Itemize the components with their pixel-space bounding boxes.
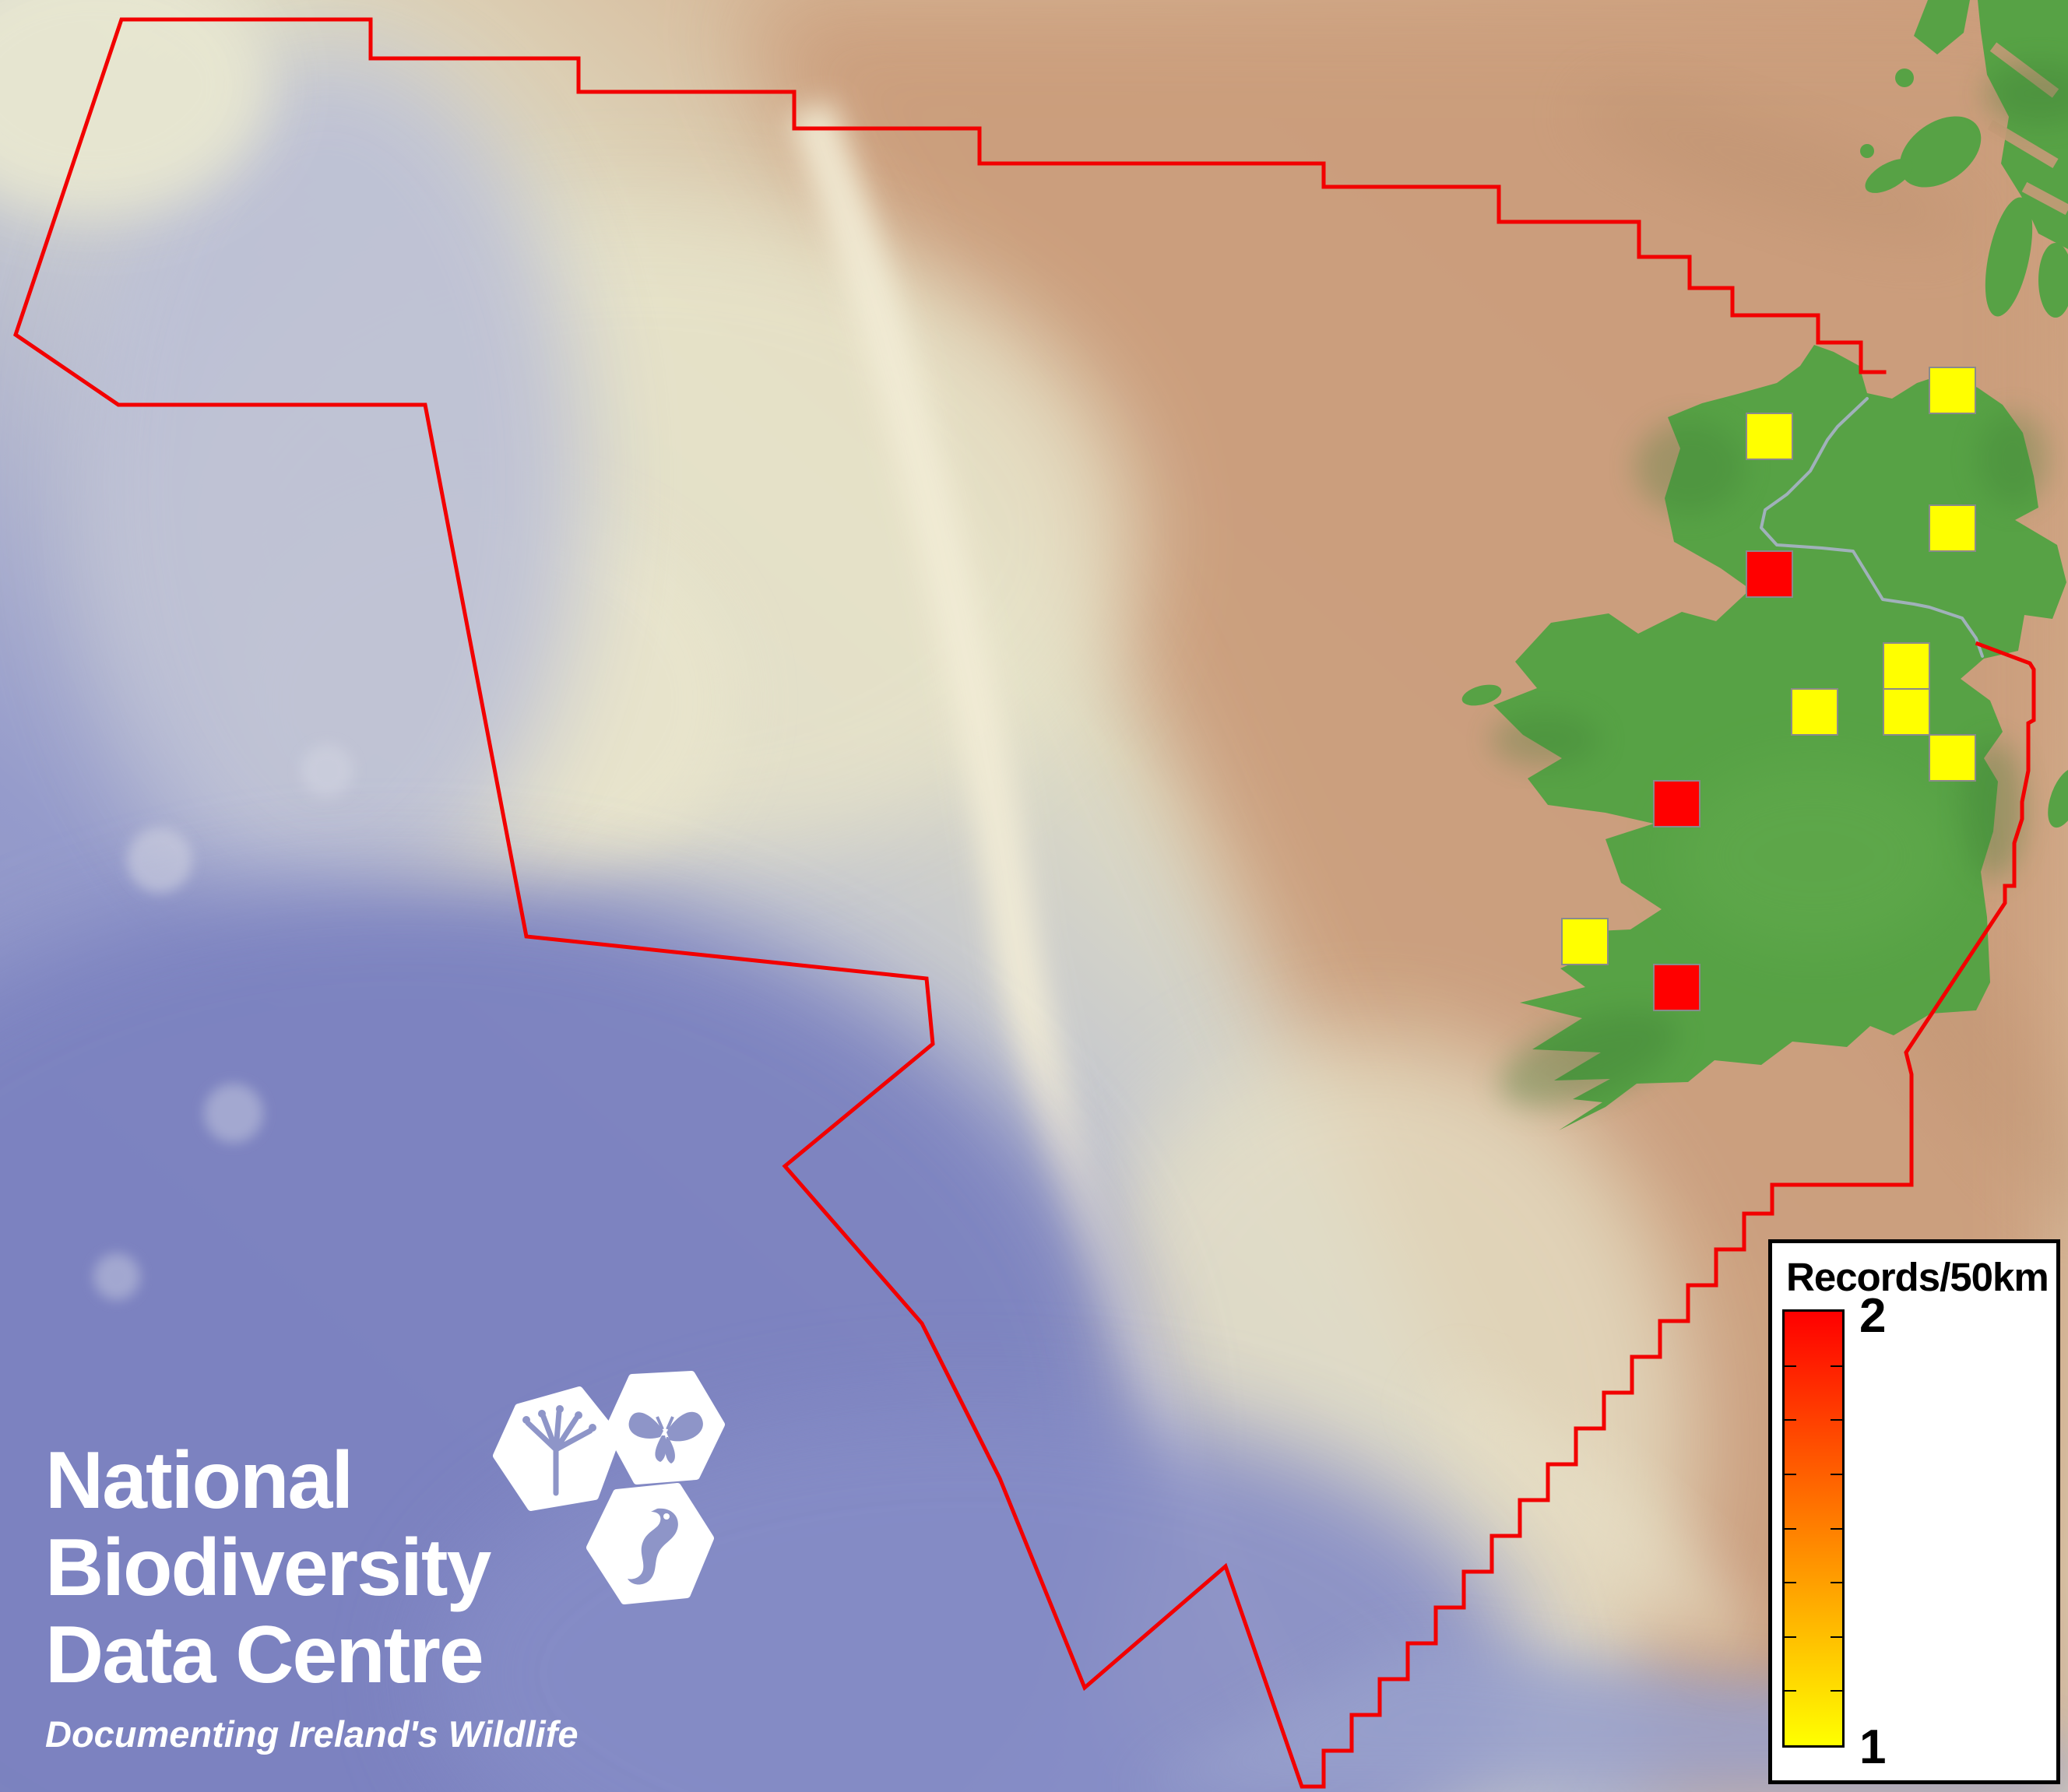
legend-max-label: 2 (1859, 1289, 1887, 1343)
tan-relief (1438, 1383, 1754, 1653)
legend-tick (1831, 1365, 1842, 1367)
record-grid-square[interactable] (1883, 642, 1930, 690)
deep-ocean-2 (428, 1401, 1518, 1792)
legend-tick (1785, 1473, 1796, 1475)
legend-tick (1831, 1527, 1842, 1530)
seamount (204, 1084, 263, 1143)
britain-landmass (1860, 0, 2068, 828)
legend-tick (1831, 1419, 1842, 1421)
legend-tick (1831, 1636, 1842, 1638)
seamount (127, 827, 192, 893)
designated-area-boundary (13, 17, 2036, 1789)
seamount (93, 1253, 140, 1300)
legend-min-label: 1 (1859, 1720, 1887, 1774)
map-legend: Records/50km 2 1 (1768, 1239, 2060, 1784)
seahorse-hexagon-icon (586, 1483, 714, 1604)
logo-hexagons (493, 1371, 725, 1604)
legend-title: Records/50km (1786, 1255, 2049, 1299)
record-grid-square[interactable] (1929, 734, 1976, 782)
record-grid-square[interactable] (1746, 550, 1793, 598)
logo-line-1: National (45, 1435, 353, 1526)
legend-tick (1831, 1690, 1842, 1692)
tan-relief (1582, 90, 1968, 244)
logo-tagline: Documenting Ireland's Wildlife (45, 1713, 579, 1755)
plant-hexagon-icon (493, 1386, 621, 1511)
record-grid-square[interactable] (1746, 413, 1793, 460)
record-grid-square[interactable] (1653, 780, 1700, 827)
rockall-trough (70, 47, 584, 919)
achill-island (1461, 684, 1502, 706)
legend-tick (1831, 1473, 1842, 1475)
legend-gradient-bar (1782, 1309, 1845, 1748)
nbdc-logo: National Biodiversity Data Centre Docume… (45, 1371, 725, 1755)
legend-tick (1785, 1419, 1796, 1421)
seamount (301, 744, 353, 797)
record-grid-square[interactable] (1561, 918, 1609, 965)
legend-tick (1831, 1582, 1842, 1584)
ireland-landmass (1461, 345, 2066, 1130)
legend-tick (1785, 1582, 1796, 1584)
record-grid-square[interactable] (1791, 688, 1838, 736)
record-grid-square[interactable] (1883, 688, 1930, 736)
logo-line-3: Data Centre (45, 1610, 484, 1700)
legend-tick (1785, 1690, 1796, 1692)
record-grid-square[interactable] (1929, 367, 1976, 414)
rockall-bank (0, 0, 273, 218)
record-grid-square[interactable] (1929, 504, 1976, 552)
record-squares-layer (1561, 367, 1976, 1011)
record-grid-square[interactable] (1653, 964, 1700, 1011)
legend-tick (1785, 1365, 1796, 1367)
legend-tick (1785, 1527, 1796, 1530)
ireland-coastline (1493, 345, 2066, 1130)
legend-tick (1785, 1636, 1796, 1638)
northern-ireland-border (1760, 397, 1984, 658)
logo-line-2: Biodiversity (45, 1523, 491, 1613)
butterfly-hexagon-icon (605, 1371, 725, 1485)
